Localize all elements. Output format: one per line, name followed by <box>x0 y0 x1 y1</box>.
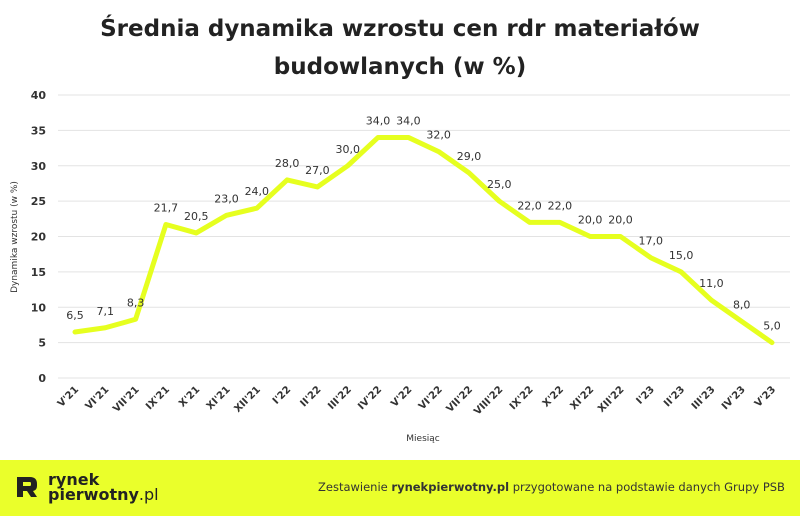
data-label: 22,0 <box>517 199 542 212</box>
logo-line1: rynek <box>48 470 100 489</box>
data-label: 20,0 <box>608 214 633 227</box>
x-tick-label: VII'22 <box>445 384 476 415</box>
x-tick-label: VI'22 <box>417 384 445 412</box>
y-tick-label: 0 <box>38 372 46 385</box>
series-polyline <box>72 134 775 346</box>
logo-line2-bold: pierwotny <box>48 485 139 504</box>
y-axis-title: Dynamika wzrostu (w %) <box>10 181 20 293</box>
x-tick-label: II'23 <box>662 384 687 409</box>
logo-wordmark: rynek pierwotny.pl <box>48 470 159 504</box>
y-tick-label: 5 <box>38 337 46 350</box>
x-tick-label: IX'22 <box>508 384 536 412</box>
data-label: 20,0 <box>578 214 603 227</box>
x-tick-label: X'21 <box>177 384 202 409</box>
y-axis-ticks: 0 5 10 15 20 25 30 35 40 <box>31 89 47 385</box>
y-tick-label: 35 <box>31 124 46 137</box>
data-label: 5,0 <box>763 320 781 333</box>
x-tick-label: V'23 <box>753 384 778 409</box>
x-tick-label: VII'21 <box>111 384 142 415</box>
x-tick-label: XII'21 <box>232 384 263 415</box>
data-label: 21,7 <box>154 201 179 214</box>
data-label: 29,0 <box>457 150 482 163</box>
chart-title: Średnia dynamika wzrostu cen rdr materia… <box>0 10 800 86</box>
y-tick-label: 30 <box>31 160 47 173</box>
data-label: 11,0 <box>699 277 724 290</box>
series-line <box>72 134 775 346</box>
data-label: 25,0 <box>487 178 512 191</box>
x-tick-label: XI'22 <box>568 384 596 412</box>
data-label: 20,5 <box>184 210 209 223</box>
x-tick-label: XI'21 <box>205 384 233 412</box>
data-label: 27,0 <box>305 164 330 177</box>
data-label: 32,0 <box>426 129 451 142</box>
grid-lines <box>58 94 790 379</box>
x-tick-label: V'22 <box>389 384 414 409</box>
data-label: 23,0 <box>214 192 239 205</box>
brand-logo: rynek pierwotny.pl <box>14 470 159 504</box>
footer-banner: rynek pierwotny.pl Zestawienie rynekpier… <box>0 460 800 516</box>
x-axis-title: Miesiąc <box>406 434 440 444</box>
x-tick-label: IV'23 <box>720 384 748 412</box>
data-label: 22,0 <box>548 199 573 212</box>
x-tick-label: I'22 <box>271 384 293 406</box>
data-label: 6,5 <box>66 309 84 322</box>
logo-mark-icon <box>17 477 37 497</box>
data-label: 34,0 <box>396 114 421 127</box>
x-tick-label: V'21 <box>56 384 81 409</box>
x-tick-label: III'23 <box>690 384 718 412</box>
x-axis-ticks: V'21 VI'21 VII'21 IX'21 X'21 XI'21 XII'21 I'22 I… <box>56 384 778 417</box>
data-label: 15,0 <box>669 249 694 262</box>
data-label: 34,0 <box>366 114 391 127</box>
logo-line2-light: .pl <box>138 485 159 504</box>
data-labels: 6,5 7,1 8,3 21,7 20,5 23,0 24,0 28,0 27,0 30,0 34,… <box>66 114 781 332</box>
data-label: 8,3 <box>127 296 145 309</box>
x-tick-label: IV'22 <box>356 384 384 412</box>
y-tick-label: 15 <box>31 266 46 279</box>
data-label: 17,0 <box>639 235 664 248</box>
y-tick-label: 20 <box>31 231 47 244</box>
data-label: 8,0 <box>733 298 751 311</box>
chart-title-line1: Średnia dynamika wzrostu cen rdr materia… <box>100 16 700 42</box>
x-tick-label: X'22 <box>541 384 566 409</box>
x-tick-label: VI'21 <box>84 384 112 412</box>
source-credit: Zestawienie rynekpierwotny.pl przygotowa… <box>318 480 785 494</box>
x-tick-label: I'23 <box>634 384 656 406</box>
chart-title-line2: budowlanych (w %) <box>273 54 527 80</box>
x-tick-label: III'22 <box>326 384 354 412</box>
x-tick-label: VIII'22 <box>472 384 505 417</box>
credit-brand: rynekpierwotny.pl <box>391 480 510 494</box>
credit-suffix: przygotowane na podstawie danych Grupy P… <box>509 480 785 494</box>
x-tick-label: XII'22 <box>596 384 627 415</box>
data-label: 7,1 <box>97 305 115 318</box>
data-label: 30,0 <box>335 143 360 156</box>
y-tick-label: 40 <box>31 89 47 102</box>
data-label: 28,0 <box>275 157 300 170</box>
y-tick-label: 10 <box>31 301 47 314</box>
y-tick-label: 25 <box>31 195 46 208</box>
data-label: 24,0 <box>245 185 270 198</box>
credit-prefix: Zestawienie <box>318 480 392 494</box>
x-tick-label: II'22 <box>299 384 324 409</box>
x-tick-label: IX'21 <box>144 384 172 412</box>
